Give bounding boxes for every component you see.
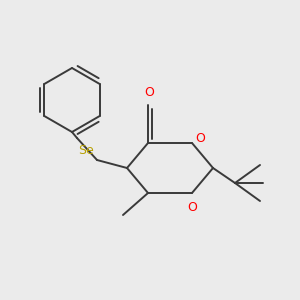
Text: O: O	[195, 131, 205, 145]
Text: O: O	[187, 201, 197, 214]
Text: Se: Se	[78, 144, 94, 157]
Text: O: O	[144, 86, 154, 99]
